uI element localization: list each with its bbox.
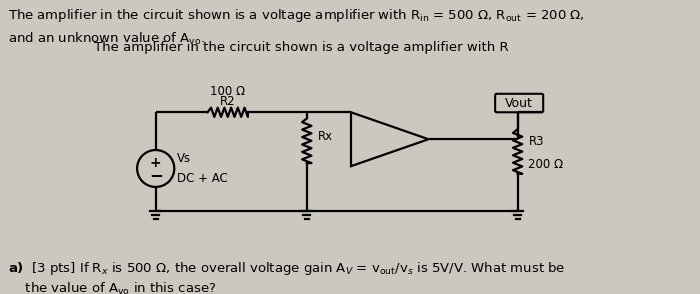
Text: 200 Ω: 200 Ω bbox=[528, 158, 564, 171]
Text: DC + AC: DC + AC bbox=[177, 172, 228, 185]
Text: and an unknown value of A$_{\rm vo}$.: and an unknown value of A$_{\rm vo}$. bbox=[8, 31, 205, 47]
Text: Vs: Vs bbox=[177, 152, 192, 165]
Text: R2: R2 bbox=[220, 95, 236, 108]
Text: +: + bbox=[150, 156, 162, 170]
Text: −: − bbox=[149, 166, 162, 184]
Text: The amplifier in the circuit shown is a voltage amplifier with R$_{\rm in}$ = 50: The amplifier in the circuit shown is a … bbox=[8, 7, 584, 24]
Text: The amplifier in the circuit shown is a voltage amplifier with R: The amplifier in the circuit shown is a … bbox=[94, 41, 508, 54]
Text: the value of A$_{\rm vo}$ in this case?: the value of A$_{\rm vo}$ in this case? bbox=[8, 281, 216, 294]
Text: $\mathbf{a)}$  [3 pts] If R$_x$ is 500 $\Omega$, the overall voltage gain A$_V$ : $\mathbf{a)}$ [3 pts] If R$_x$ is 500 $\… bbox=[8, 260, 565, 277]
FancyBboxPatch shape bbox=[495, 94, 543, 112]
Text: 100 Ω: 100 Ω bbox=[210, 86, 245, 98]
Text: Rx: Rx bbox=[318, 131, 332, 143]
Text: Vout: Vout bbox=[505, 96, 533, 110]
Text: R3: R3 bbox=[528, 135, 544, 148]
